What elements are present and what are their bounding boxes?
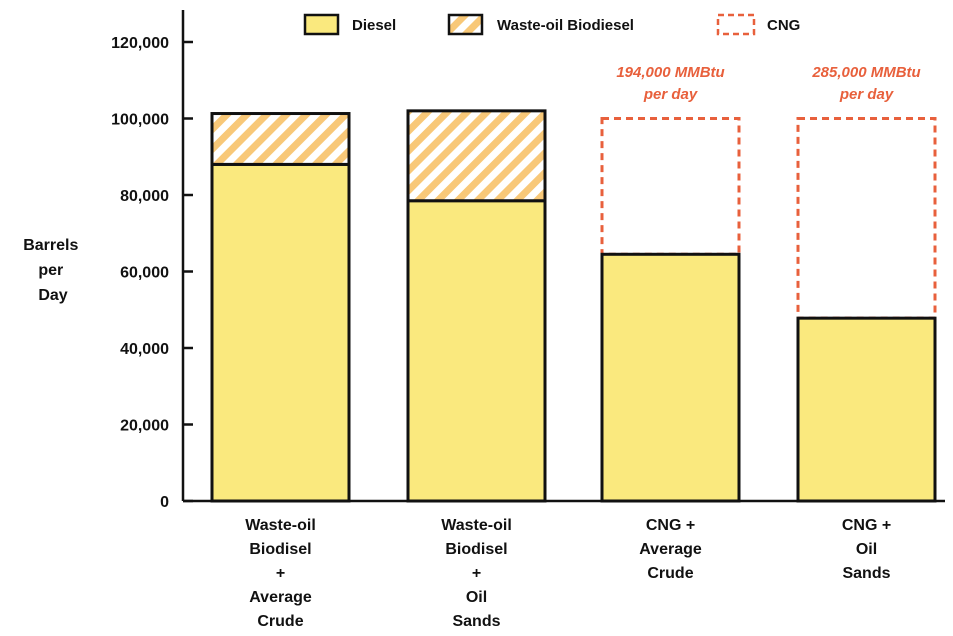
bar-segment-waste-oil-biodiesel-1 [406,109,547,203]
annotation-line: 285,000 MMBtu [811,64,920,81]
annotations: 194,000 MMBtu per day 285,000 MMBtu per day [616,64,920,103]
annotation-line: per day [839,86,894,103]
x-category-label-line: CNG + [646,517,695,534]
x-category-label-line: Biodisel [445,541,507,558]
bar-segment-cng-2 [600,117,741,256]
legend: Diesel Waste-oil Biodiesel CNG [303,13,800,36]
legend-label-waste-oil-biodiesel: Waste-oil Biodiesel [497,17,634,34]
y-tick-label: 20,000 [120,418,169,435]
x-axis-labels: Waste-oil Biodisel + Average Crude Waste-oil B… [245,517,891,630]
annotation-line: 194,000 MMBtu [616,64,724,81]
x-category-label-line: Sands [842,565,890,582]
y-tick-label: 40,000 [120,341,169,358]
legend-item-cng: CNG [716,13,800,36]
x-category-label-0: Waste-oil Biodisel + Average Crude [245,517,316,630]
legend-item-diesel: Diesel [303,13,396,36]
bar-segment-diesel-0 [210,162,351,503]
bar-segment-cng-3 [796,117,937,320]
y-axis-label-line: Barrels [23,237,78,254]
annotation-0: 194,000 MMBtu per day [616,64,724,103]
bar-segment-waste-oil-biodiesel-0 [210,112,351,166]
bar-segment-diesel-3 [796,316,937,503]
y-tick-label: 0 [160,494,169,511]
legend-swatch-diesel [303,13,340,36]
legend-label-diesel: Diesel [352,17,396,34]
legend-swatch-waste-oil-biodiesel [447,13,484,36]
x-category-label-2: CNG + Average Crude [639,517,702,582]
y-axis: 0 20,000 40,000 60,000 80,000 100,000 120,000 [111,10,193,511]
y-tick-label: 100,000 [111,112,169,129]
x-category-label-line: Crude [647,565,693,582]
y-tick-label: 120,000 [111,35,169,52]
x-category-label-line: Average [249,589,312,606]
annotation-1: 285,000 MMBtu per day [811,64,920,103]
legend-label-cng: CNG [767,17,800,34]
y-axis-label-line: Day [38,287,67,304]
bar-segment-diesel-1 [406,199,547,503]
x-category-label-3: CNG + Oil Sands [842,517,891,582]
x-category-label-line: Oil [466,589,487,606]
x-category-label-line: + [276,565,285,582]
bars [210,109,937,503]
x-category-label-line: CNG + [842,517,891,534]
x-category-label-line: Biodisel [249,541,311,558]
x-category-label-line: Waste-oil [245,517,316,534]
y-tick-label: 80,000 [120,188,169,205]
x-category-label-line: + [472,565,481,582]
x-category-label-line: Waste-oil [441,517,512,534]
x-category-label-line: Oil [856,541,877,558]
bar-segment-diesel-2 [600,252,741,503]
x-category-label-1: Waste-oil Biodisel + Oil Sands [441,517,512,630]
y-axis-label: Barrels per Day [23,237,83,304]
x-category-label-line: Crude [257,613,303,630]
x-category-label-line: Sands [452,613,500,630]
y-tick-label: 60,000 [120,265,169,282]
annotation-line: per day [643,86,698,103]
y-axis-label-line: per [38,262,63,279]
legend-swatch-cng [716,13,756,36]
x-category-label-line: Average [639,541,702,558]
legend-item-waste-oil-biodiesel: Waste-oil Biodiesel [447,13,634,36]
